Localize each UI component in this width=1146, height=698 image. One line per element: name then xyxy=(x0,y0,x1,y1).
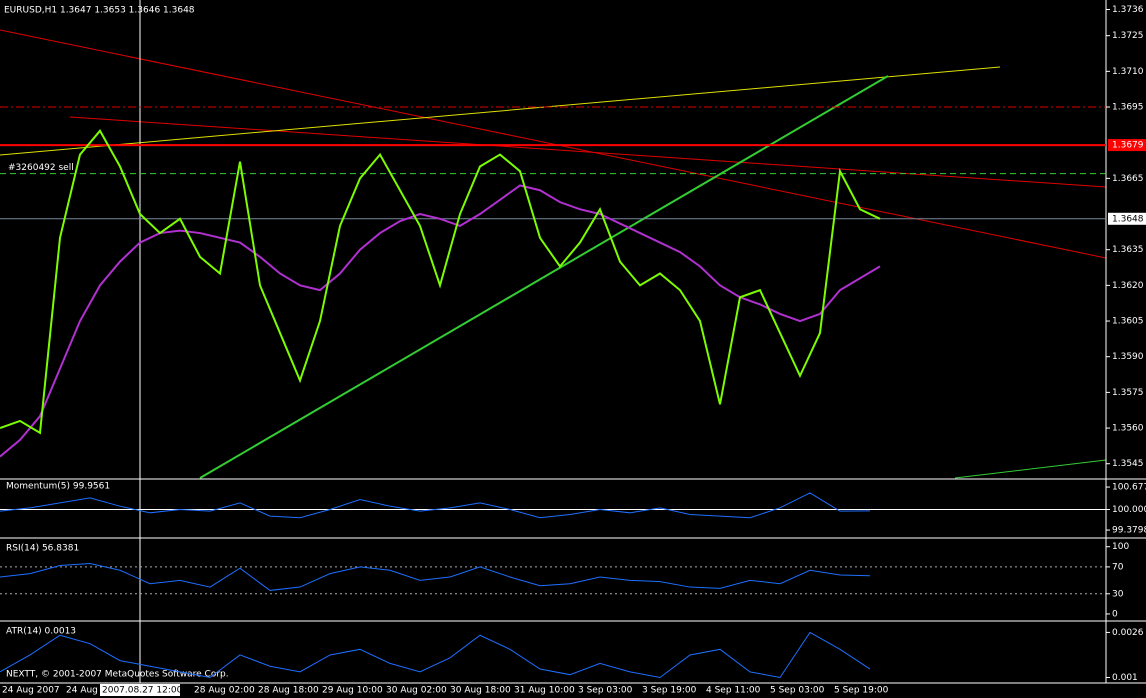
atr-title: ATR(14) 0.0013 xyxy=(6,627,76,637)
y-tick-label: 0 xyxy=(1112,609,1118,619)
series-line xyxy=(0,563,871,591)
trend-line xyxy=(69,116,1107,188)
time-label: 5 Sep 03:00 xyxy=(770,686,825,696)
y-tick-label: 1.3635 xyxy=(1112,245,1144,255)
y-tick-label: 1.3665 xyxy=(1112,174,1144,184)
series-line xyxy=(0,492,871,519)
time-label: 31 Aug 10:00 xyxy=(514,686,575,696)
y-tick-label: 1.3620 xyxy=(1112,281,1144,291)
y-tick-label: 99.3798 xyxy=(1112,526,1146,536)
time-label: 30 Aug 02:00 xyxy=(386,686,447,696)
y-tick-label: 70 xyxy=(1112,562,1124,572)
crosshair-time: 2007.08.27 12:00 xyxy=(102,686,183,696)
time-label: 24 Aug 2007 xyxy=(2,686,60,696)
y-tick-label: 1.3560 xyxy=(1112,424,1144,434)
y-tick-label: 1.3575 xyxy=(1112,388,1144,398)
copyright: NEXTT, © 2001-2007 MetaQuotes Software C… xyxy=(6,670,229,680)
panel-frames xyxy=(0,0,1146,684)
trend-line xyxy=(199,75,889,479)
crosshair-time-box xyxy=(100,684,180,696)
y-tick-label: 1.3545 xyxy=(1112,459,1144,469)
momentum-title: Momentum(5) 99.9561 xyxy=(6,482,110,492)
y-tick-label: 1.3725 xyxy=(1112,31,1144,41)
y-tick-label: 1.3695 xyxy=(1112,103,1144,113)
y-tick-label: 100 xyxy=(1112,542,1129,552)
trend-lines xyxy=(0,29,1107,479)
rsi-title: RSI(14) 56.8381 xyxy=(6,544,79,554)
series-line xyxy=(0,184,881,458)
time-label: 3 Sep 19:00 xyxy=(642,686,697,696)
level-label: 1.3679 xyxy=(1112,141,1144,151)
time-label: 3 Sep 03:00 xyxy=(578,686,633,696)
bid-label: 1.3648 xyxy=(1112,214,1144,224)
y-tick-label: 1.3736 xyxy=(1112,5,1144,15)
time-label: 24 Aug xyxy=(66,686,98,696)
y-tick-label: 100.000 xyxy=(1112,505,1146,515)
time-label: 4 Sep 11:00 xyxy=(706,686,761,696)
y-tick-label: 100.677 xyxy=(1112,483,1146,493)
trend-line xyxy=(0,29,1107,259)
y-tick-label: 30 xyxy=(1112,589,1124,599)
y-tick-label: 0.001 xyxy=(1112,673,1138,683)
time-label: 30 Aug 18:00 xyxy=(450,686,511,696)
trend-line xyxy=(954,459,1107,479)
y-tick-label: 1.3710 xyxy=(1112,67,1144,77)
symbol-title: EURUSD,H1 1.3647 1.3653 1.3646 1.3648 xyxy=(4,6,195,16)
level-label-box xyxy=(1108,139,1146,152)
bid-label-box xyxy=(1108,212,1146,225)
trend-line xyxy=(0,66,1001,156)
time-label: 28 Aug 18:00 xyxy=(258,686,319,696)
time-label: 29 Aug 10:00 xyxy=(322,686,383,696)
order-label: #3260492 sell xyxy=(8,163,74,173)
series-line xyxy=(0,129,881,435)
y-tick-label: 1.3605 xyxy=(1112,317,1144,327)
y-tick-label: 1.3590 xyxy=(1112,352,1144,362)
time-label: 5 Sep 19:00 xyxy=(834,686,889,696)
time-label: 28 Aug 02:00 xyxy=(194,686,255,696)
series-line xyxy=(0,631,871,679)
y-tick-label: 0.0026 xyxy=(1112,628,1144,638)
